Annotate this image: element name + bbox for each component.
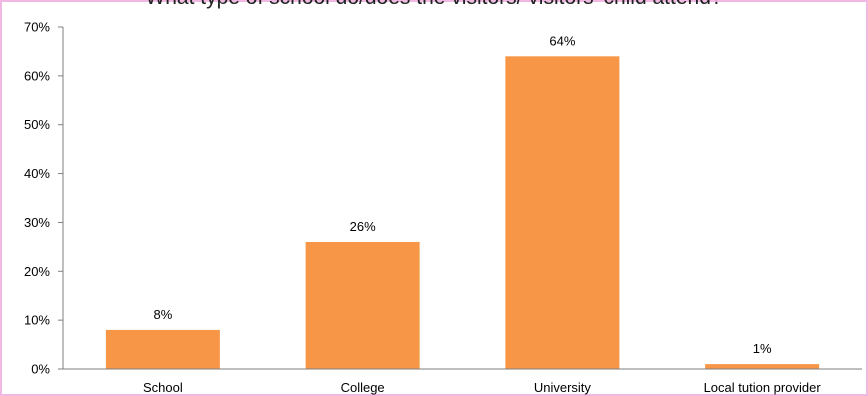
bar — [705, 364, 820, 369]
chart-title: What type of school do/does the visitors… — [0, 0, 868, 10]
y-tick-label: 20% — [24, 264, 50, 279]
data-label: 1% — [753, 341, 772, 356]
x-tick-label: Local tution provider — [704, 380, 822, 395]
y-tick-label: 0% — [31, 362, 50, 377]
y-tick-label: 60% — [24, 68, 50, 83]
x-tick-label: University — [534, 380, 592, 395]
bar — [105, 329, 220, 369]
x-tick-label: School — [143, 380, 183, 395]
data-label: 64% — [549, 33, 575, 48]
y-tick-label: 10% — [24, 313, 50, 328]
x-axis-labels: School College University Local tution prov… — [143, 380, 821, 395]
bars — [105, 56, 820, 370]
data-label: 8% — [153, 307, 172, 322]
y-tick-label: 50% — [24, 117, 50, 132]
y-axis-ticks: 0% 10% 20% 30% 40% 50% 60% 70% — [24, 20, 63, 377]
y-tick-label: 30% — [24, 215, 50, 230]
x-tick-label: College — [341, 380, 385, 395]
data-labels: 8% 26% 64% 1% — [153, 33, 771, 356]
y-tick-label: 40% — [24, 166, 50, 181]
y-tick-label: 70% — [24, 20, 50, 35]
bar — [505, 56, 620, 370]
data-label: 26% — [350, 219, 376, 234]
bar — [305, 241, 420, 369]
